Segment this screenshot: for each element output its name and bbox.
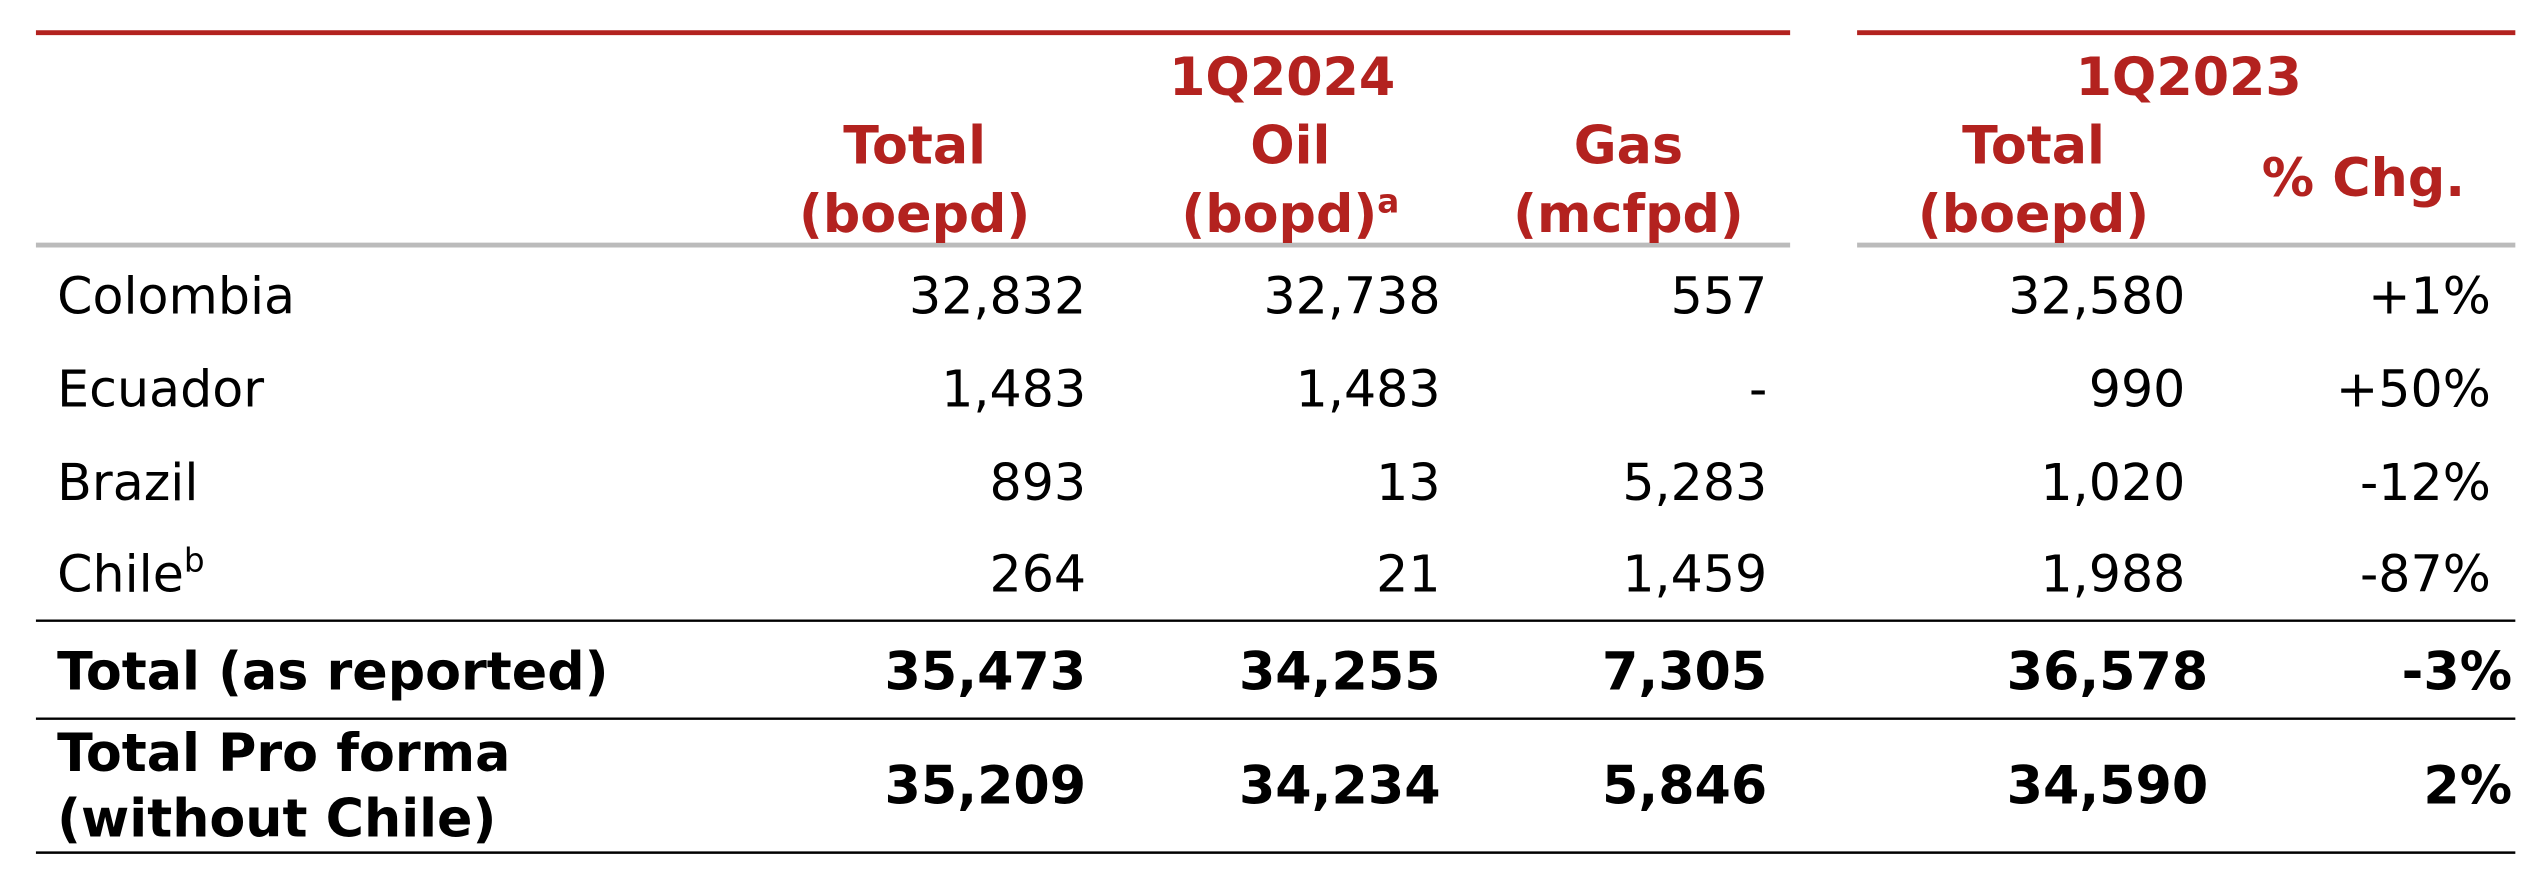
cell: 35,473 — [885, 641, 1087, 702]
cell: 1,020 — [2040, 453, 2185, 512]
cell: 7,305 — [1602, 641, 1767, 702]
column-header-text: Gas — [1574, 115, 1683, 176]
column-header: Total — [843, 115, 986, 176]
cell: 5,283 — [1622, 453, 1767, 512]
cell: 1,483 — [941, 360, 1086, 419]
column-header-text: % Chg. — [2262, 148, 2465, 209]
cell: 1,483 — [1296, 360, 1441, 419]
cell: 34,255 — [1239, 641, 1441, 702]
row-label: Ecuador — [57, 360, 264, 419]
column-header-text: Total — [843, 115, 986, 176]
cell: 557 — [1671, 267, 1768, 326]
row-label-text: Total (as reported) — [57, 641, 608, 702]
column-header-text: Total — [1962, 115, 2105, 176]
column-header: (bopd)a — [1181, 182, 1399, 245]
cell: 2% — [2423, 756, 2512, 817]
column-header-text: (boepd) — [1918, 184, 2149, 245]
column-header: (boepd) — [799, 184, 1030, 245]
row-label-text: (without Chile) — [57, 788, 496, 849]
column-header-text: (boepd) — [799, 184, 1030, 245]
column-header: (boepd) — [1918, 184, 2149, 245]
column-header: Gas — [1574, 115, 1683, 176]
group-header: 1Q2024 — [1169, 47, 1395, 108]
column-header-text: (mcfpd) — [1513, 184, 1744, 245]
footnote-mark: b — [184, 542, 205, 580]
cell: -12% — [2360, 453, 2491, 512]
cell: 34,590 — [2007, 756, 2209, 817]
row-label: Brazil — [57, 453, 198, 512]
cell: - — [1749, 360, 1767, 419]
column-header-text: (bopd) — [1181, 184, 1377, 245]
cell: +50% — [2336, 360, 2491, 419]
row-label-text: Chile — [57, 544, 184, 603]
column-header: (mcfpd) — [1513, 184, 1744, 245]
cell: 36,578 — [2007, 641, 2209, 702]
row-label-text: Total Pro forma — [57, 723, 510, 784]
cell: 893 — [990, 453, 1087, 512]
cell: 1,459 — [1622, 544, 1767, 603]
row-label: (without Chile) — [57, 788, 496, 849]
cell: 264 — [990, 544, 1087, 603]
row-label-text: Ecuador — [57, 360, 264, 419]
cell: 990 — [2089, 360, 2186, 419]
cell: 13 — [1376, 453, 1440, 512]
cell: 32,832 — [909, 267, 1086, 326]
cell: -87% — [2360, 544, 2491, 603]
cell: 34,234 — [1239, 756, 1441, 817]
column-header: Total — [1962, 115, 2105, 176]
group-header: 1Q2023 — [2076, 47, 2302, 108]
cell: 35,209 — [885, 756, 1087, 817]
footnote-mark: a — [1377, 182, 1399, 220]
column-header: % Chg. — [2262, 148, 2465, 209]
row-label-text: Colombia — [57, 267, 295, 326]
column-header-text: Oil — [1250, 115, 1330, 176]
cell: 1,988 — [2040, 544, 2185, 603]
cell: 32,738 — [1263, 267, 1440, 326]
row-label: Chileb — [57, 542, 204, 604]
row-label: Total (as reported) — [57, 641, 608, 702]
cell: 5,846 — [1602, 756, 1767, 817]
cell: 21 — [1376, 544, 1440, 603]
cell: 32,580 — [2008, 267, 2185, 326]
row-label: Colombia — [57, 267, 295, 326]
column-header: Oil — [1250, 115, 1330, 176]
row-label-text: Brazil — [57, 453, 198, 512]
cell: -3% — [2402, 641, 2512, 702]
row-label: Total Pro forma — [57, 723, 510, 784]
cell: +1% — [2368, 267, 2491, 326]
